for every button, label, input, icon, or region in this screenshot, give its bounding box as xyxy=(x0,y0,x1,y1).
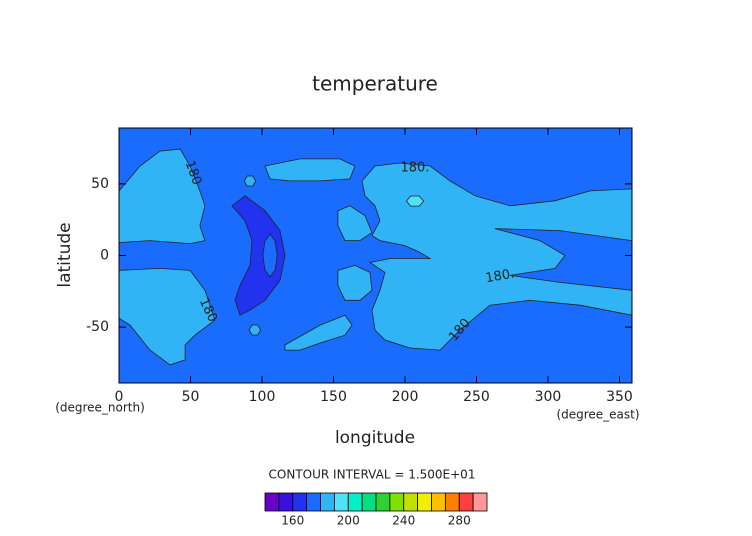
contour-region xyxy=(337,264,373,301)
contour-region xyxy=(119,148,206,245)
colorbar-box xyxy=(264,492,280,512)
colorbar-box xyxy=(458,492,474,512)
contour-region xyxy=(119,267,216,366)
x-tick-label: 0 xyxy=(115,389,124,405)
colorbar-tick-label: 160 xyxy=(281,514,304,528)
colorbar-box xyxy=(389,492,405,512)
contour-region xyxy=(337,205,373,242)
colorbar-box xyxy=(292,492,308,512)
x-tick-label: 250 xyxy=(463,389,490,405)
colorbar-box xyxy=(333,492,349,512)
y-unit: (degree_north) xyxy=(55,401,145,415)
colorbar-box xyxy=(361,492,377,512)
contour-region xyxy=(243,175,257,187)
contour-label: 180. xyxy=(484,267,515,287)
colorbar-box xyxy=(431,492,446,512)
contour-region xyxy=(262,233,278,278)
x-tick-label: 300 xyxy=(535,389,562,405)
colorbar-box xyxy=(403,492,419,512)
colorbar-box xyxy=(306,492,321,512)
x-unit: (degree_east) xyxy=(556,408,639,422)
contour-region xyxy=(284,314,353,351)
x-tick-label: 200 xyxy=(392,389,419,405)
contour-label: 180. xyxy=(401,160,430,175)
contour-region xyxy=(264,158,356,182)
x-tick-label: 150 xyxy=(320,389,347,405)
x-tick-label: 50 xyxy=(182,389,200,405)
contour-region xyxy=(405,195,425,207)
x-tick-label: 100 xyxy=(249,389,276,405)
colorbar-box xyxy=(320,492,335,512)
y-tick-label: -50 xyxy=(86,319,109,335)
y-axis-label: latitude xyxy=(55,222,75,287)
colorbar-box xyxy=(347,492,363,512)
contour-region xyxy=(248,324,262,336)
contour-region xyxy=(361,162,632,351)
chart-title: temperature xyxy=(312,72,438,96)
colorbar-box xyxy=(472,492,488,512)
contour-interval: CONTOUR INTERVAL = 1.500E+01 xyxy=(269,468,476,482)
colorbar-box xyxy=(444,492,460,512)
colorbar-box xyxy=(375,492,391,512)
colorbar-tick-label: 280 xyxy=(448,514,471,528)
y-tick-label: 0 xyxy=(100,248,109,264)
colorbar-tick-label: 240 xyxy=(392,514,415,528)
colorbar-box xyxy=(417,492,432,512)
x-tick-label: 350 xyxy=(606,389,633,405)
y-tick-label: 50 xyxy=(91,176,109,192)
contour-region xyxy=(231,195,286,316)
colorbar-box xyxy=(278,492,294,512)
x-axis-label: longitude xyxy=(335,428,415,448)
colorbar-tick-label: 200 xyxy=(337,514,360,528)
